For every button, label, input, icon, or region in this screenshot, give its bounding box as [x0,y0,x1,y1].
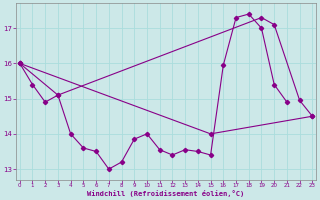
X-axis label: Windchill (Refroidissement éolien,°C): Windchill (Refroidissement éolien,°C) [87,190,245,197]
